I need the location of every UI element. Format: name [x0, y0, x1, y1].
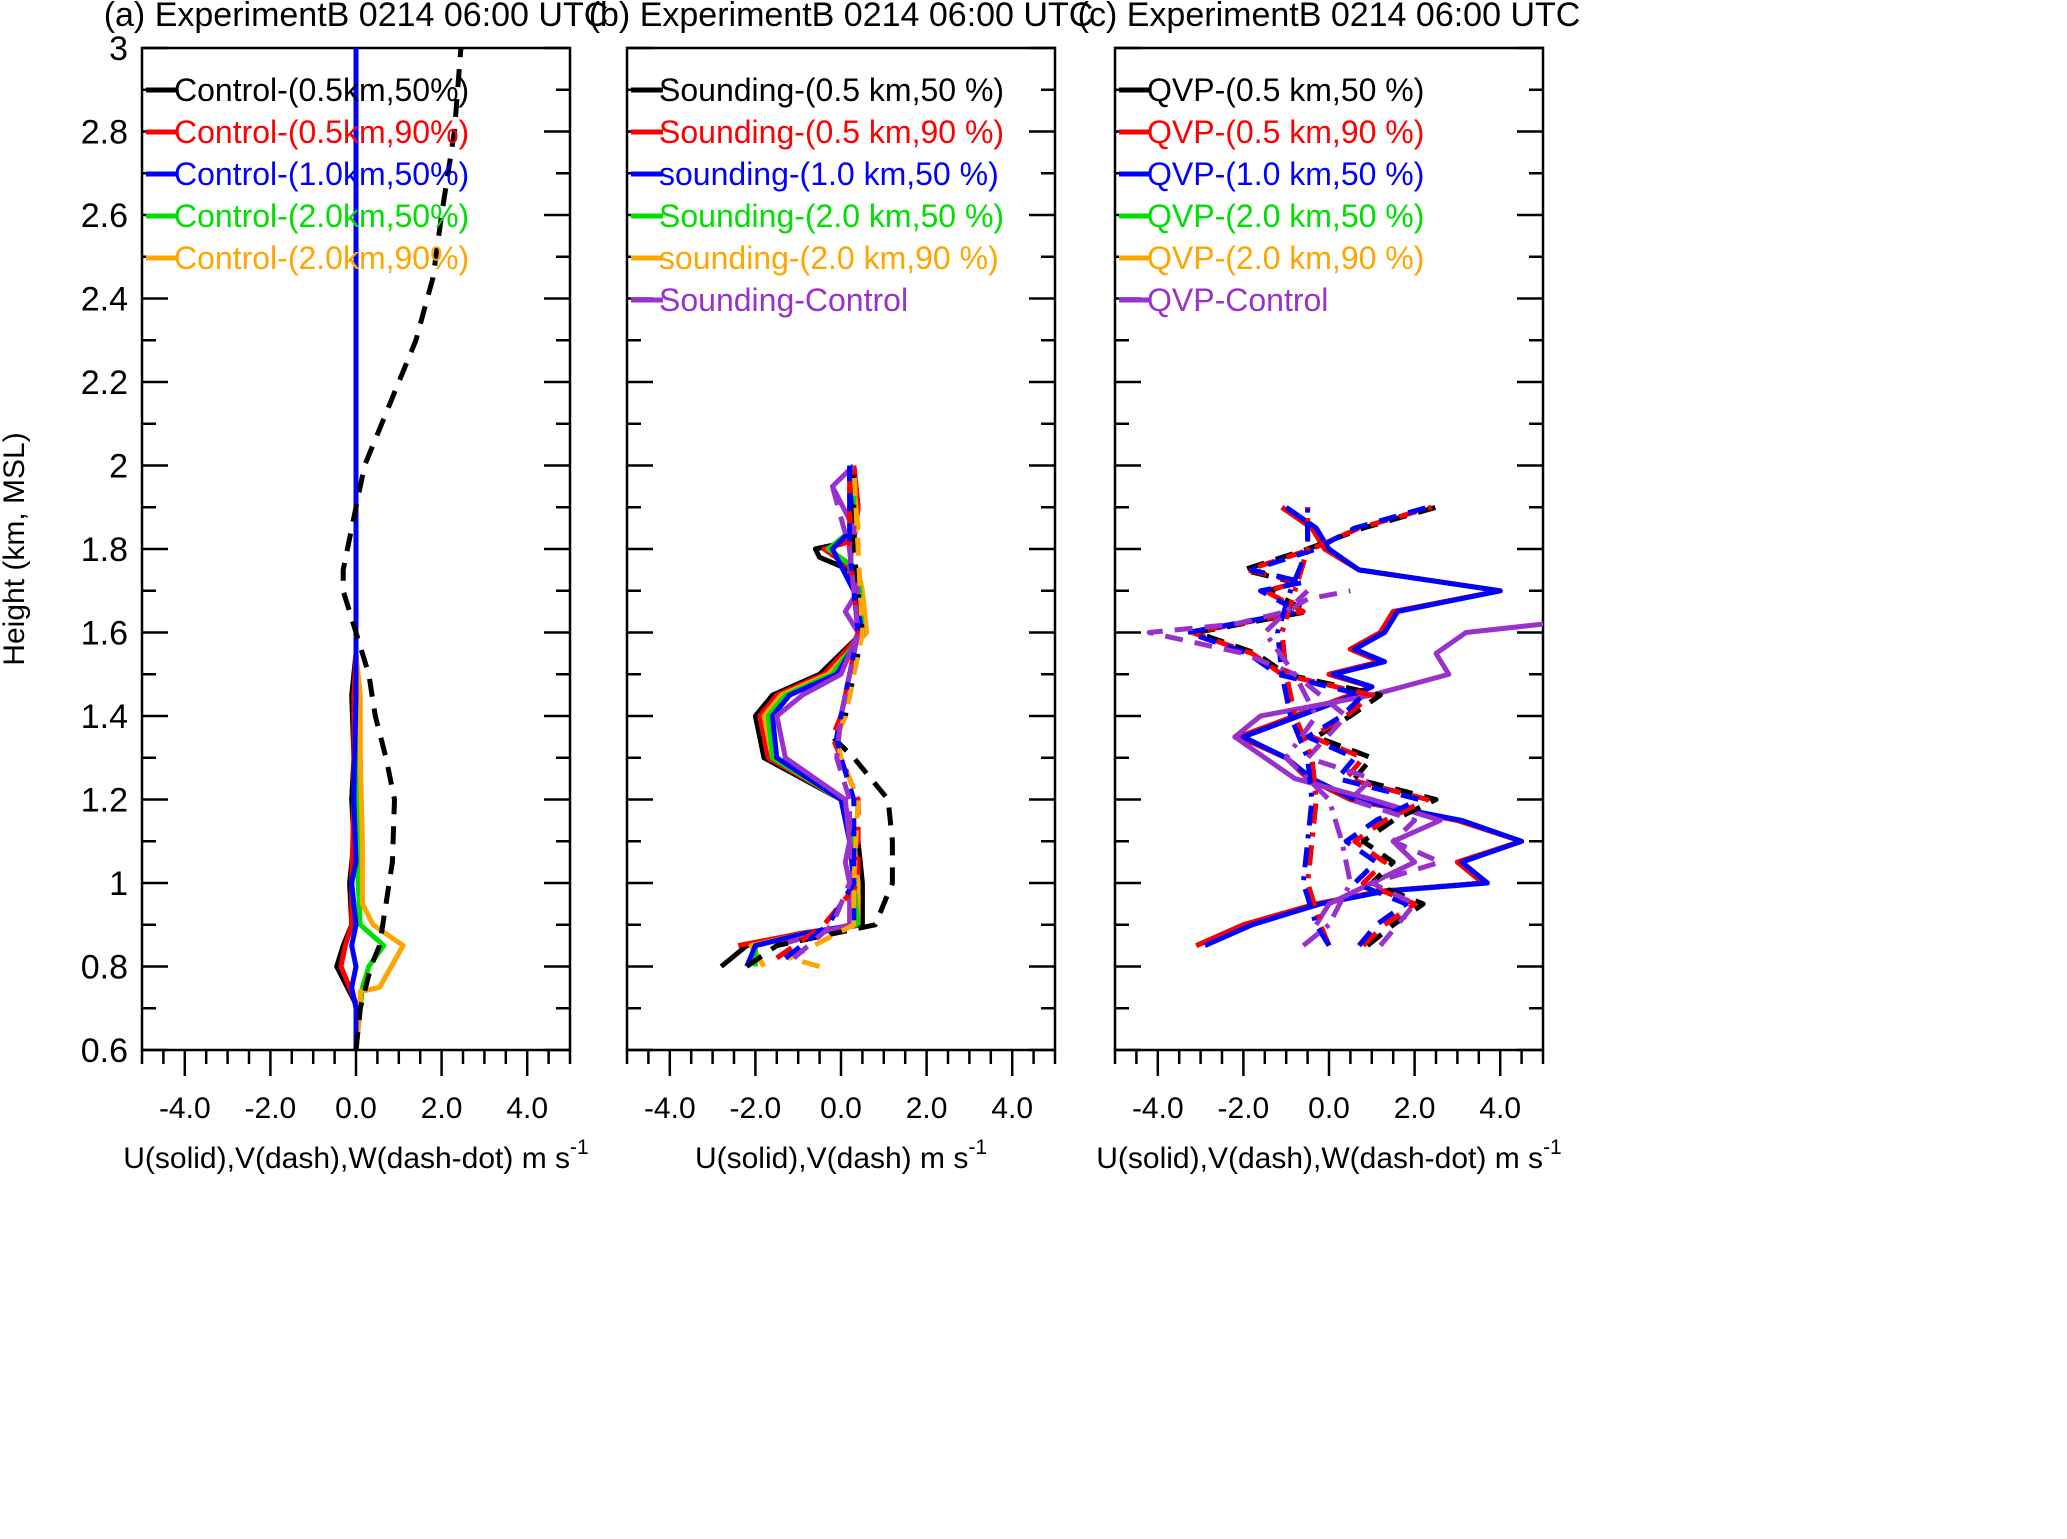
series-line-solid [1203, 505, 1525, 948]
series-line-dash [1193, 504, 1439, 948]
y-tick-label: 1.8 [81, 531, 128, 569]
y-tick-label: 2.6 [81, 197, 128, 235]
series-line-dash [1185, 504, 1429, 948]
panel-b: (b) ExperimentB 0214 06:00 UTC -4.0 -2.0 0.… [589, 0, 1094, 1175]
legend-label: Sounding-(0.5 km,50 %) [659, 72, 1004, 108]
y-axis-label: Height (km, MSL) [0, 432, 31, 665]
y-tick-label: 2.2 [81, 364, 128, 402]
series-line-dash [792, 485, 861, 960]
y-tick-label: 1.2 [81, 782, 128, 820]
y-tick-label: 0.8 [81, 949, 128, 987]
x-tick-label: 0.0 [820, 1092, 862, 1125]
series-line-dash [775, 465, 861, 961]
series-line-solid [353, 48, 406, 1050]
y-tick-label: 1 [109, 865, 128, 903]
x-tick-label: 2.0 [421, 1092, 463, 1125]
legend-label: Control-(2.0km,50%) [174, 198, 469, 234]
x-axis-label-main: U(solid),V(dash),W(dash-dot) m s [123, 1142, 570, 1175]
x-tick-label: 0.0 [1308, 1092, 1350, 1125]
y-tick-label: 1.6 [81, 615, 128, 653]
legend-label: sounding-(1.0 km,50 %) [659, 156, 999, 192]
x-tick-label: -2.0 [1218, 1092, 1270, 1125]
x-tick-label: -2.0 [730, 1092, 782, 1125]
x-tick-label: 0.0 [335, 1092, 377, 1125]
legend: QVP-(0.5 km,50 %) QVP-(0.5 km,90 %) QVP-(1… [1119, 72, 1424, 318]
x-axis-label-superscript: -1 [570, 1136, 589, 1159]
x-tick-label: 2.0 [906, 1092, 948, 1125]
panel-title: (c) ExperimentB 0214 06:00 UTC [1078, 0, 1581, 34]
legend-label: Control-(0.5km,90%) [174, 114, 469, 150]
legend: Control-(0.5km,50%) Control-(0.5km,90%) Co… [146, 72, 469, 276]
series-line-dash [340, 48, 464, 1050]
x-tick-label: 4.0 [991, 1092, 1033, 1125]
x-tick-label: -4.0 [1132, 1092, 1184, 1125]
legend-label: Sounding-Control [659, 282, 908, 318]
x-tick-label: -4.0 [644, 1092, 696, 1125]
series-group [334, 48, 464, 1050]
x-tick-label: -4.0 [159, 1092, 211, 1125]
legend-label: QVP-(1.0 km,50 %) [1147, 156, 1424, 192]
legend-label: Control-(1.0km,50%) [174, 156, 469, 192]
series-line-dashdot [1275, 507, 1332, 947]
y-tick-label: 1.4 [81, 698, 128, 736]
legend-label: Sounding-(2.0 km,50 %) [659, 198, 1004, 234]
series-line-dashdot [1262, 589, 1353, 948]
series-line-solid [1232, 621, 1543, 927]
x-tick-label: 2.0 [1394, 1092, 1436, 1125]
y-tick-label: 3 [109, 30, 128, 68]
panel-title: (b) ExperimentB 0214 06:00 UTC [589, 0, 1094, 34]
legend-label: QVP-Control [1147, 282, 1328, 318]
panel-a: (a) ExperimentB 0214 06:00 UTC 0.6 0.8 1 1.2… [81, 0, 609, 1175]
y-tick-label: 2.8 [81, 114, 128, 152]
legend-label: QVP-(0.5 km,50 %) [1147, 72, 1424, 108]
legend: Sounding-(0.5 km,50 %) Sounding-(0.5 km,9… [631, 72, 1004, 318]
panel-c: (c) ExperimentB 0214 06:00 UTC -4.0 -2.0 0.… [1078, 0, 1581, 1175]
x-tick-label: 4.0 [506, 1092, 548, 1125]
legend-label: QVP-(2.0 km,90 %) [1147, 240, 1424, 276]
y-tick-label: 2.4 [81, 281, 128, 319]
y-tick-label: 2 [109, 448, 128, 486]
legend-label: Sounding-(0.5 km,90 %) [659, 114, 1004, 150]
legend-label: Control-(2.0km,90%) [174, 240, 469, 276]
legend-label: sounding-(2.0 km,90 %) [659, 240, 999, 276]
x-tick-label: -2.0 [245, 1092, 297, 1125]
legend-label: Control-(0.5km,50%) [174, 72, 469, 108]
x-axis-label: U(solid),V(dash),W(dash-dot) m s-1 [123, 1136, 588, 1175]
x-axis-label: U(solid),V(dash),W(dash-dot) m s-1 [1096, 1136, 1561, 1175]
series-group [1146, 504, 1543, 948]
x-axis-label-main: U(solid),V(dash),W(dash-dot) m s [1096, 1142, 1543, 1175]
x-axis-label-superscript: -1 [1543, 1136, 1562, 1159]
series-group [719, 463, 895, 969]
panel-title: (a) ExperimentB 0214 06:00 UTC [104, 0, 609, 34]
y-tick-label: 0.6 [81, 1032, 128, 1070]
x-axis-label-superscript: -1 [968, 1136, 987, 1159]
legend-label: QVP-(0.5 km,90 %) [1147, 114, 1424, 150]
legend-label: QVP-(2.0 km,50 %) [1147, 198, 1424, 234]
x-axis-label: U(solid),V(dash) m s-1 [695, 1136, 987, 1175]
x-axis-label-main: U(solid),V(dash) m s [695, 1142, 968, 1175]
series-line-solid [349, 48, 359, 1050]
x-tick-label: 4.0 [1479, 1092, 1521, 1125]
